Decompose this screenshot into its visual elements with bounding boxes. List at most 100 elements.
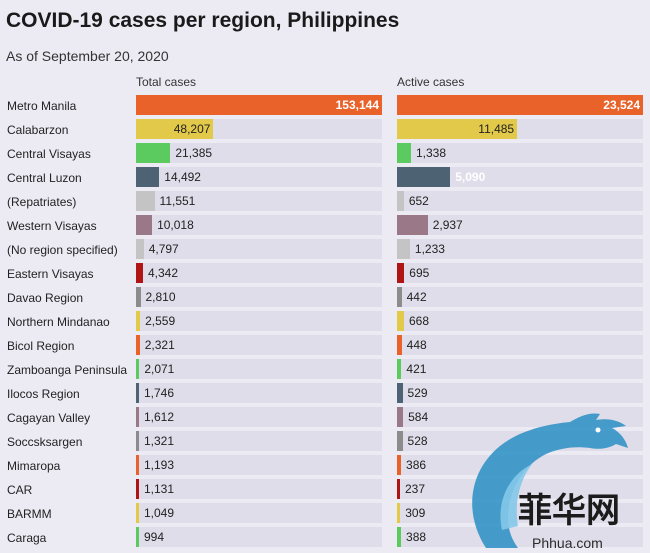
active-cases-value: 1,338 — [415, 146, 447, 160]
total-cases-track: 1,131 — [136, 479, 382, 499]
active-cases-value: 23,524 — [603, 98, 640, 112]
total-cases-value: 1,612 — [144, 410, 175, 424]
active-cases-value: 528 — [407, 434, 428, 448]
active-cases-value: 421 — [406, 362, 427, 376]
total-cases-bar — [136, 287, 141, 307]
table-row: Western Visayas 10,018 2,937 — [0, 215, 650, 239]
active-cases-track: 421 — [397, 359, 643, 379]
region-label-northern-mindanao: Northern Mindanao — [7, 315, 110, 329]
total-cases-bar — [136, 527, 139, 547]
active-cases-track: 1,233 — [397, 239, 643, 259]
total-cases-value: 4,342 — [147, 266, 178, 280]
region-label-mimaropa: Mimaropa — [7, 459, 61, 473]
active-cases-track: 309 — [397, 503, 643, 523]
total-cases-bar — [136, 167, 160, 187]
active-cases-bar — [397, 167, 451, 187]
active-cases-bar — [397, 455, 401, 475]
active-cases-bar — [397, 407, 404, 427]
table-row: BARMM 1,049 309 — [0, 503, 650, 527]
active-cases-track: 652 — [397, 191, 643, 211]
total-cases-value: 2,321 — [144, 338, 175, 352]
region-label-repatriates: (Repatriates) — [7, 195, 77, 209]
region-label-calabarzon: Calabarzon — [7, 123, 69, 137]
table-row: Bicol Region 2,321 448 — [0, 335, 650, 359]
table-row: (No region specified) 4,797 1,233 — [0, 239, 650, 263]
active-cases-value: 442 — [406, 290, 427, 304]
active-cases-bar — [397, 119, 518, 139]
total-cases-bar — [136, 359, 140, 379]
active-cases-value: 2,937 — [432, 218, 463, 232]
active-cases-bar — [397, 95, 643, 115]
table-row: Eastern Visayas 4,342 695 — [0, 263, 650, 287]
total-cases-bar — [136, 263, 143, 283]
region-label-cagayan-valley: Cagayan Valley — [7, 411, 91, 425]
total-cases-track: 1,746 — [136, 383, 382, 403]
total-cases-value: 1,321 — [144, 434, 175, 448]
active-cases-bar — [397, 503, 401, 523]
table-row: Calabarzon 48,207 11,485 — [0, 119, 650, 143]
total-cases-value: 21,385 — [175, 146, 213, 160]
total-cases-track: 48,207 — [136, 119, 382, 139]
total-cases-value: 11,551 — [159, 194, 196, 208]
total-cases-track: 1,612 — [136, 407, 382, 427]
active-cases-bar — [397, 215, 428, 235]
table-row: Northern Mindanao 2,559 668 — [0, 311, 650, 335]
column-header-active-cases: Active cases — [397, 75, 465, 89]
total-cases-track: 153,144 — [136, 95, 382, 115]
total-cases-value: 994 — [144, 530, 165, 544]
total-cases-value: 10,018 — [157, 218, 194, 232]
total-cases-value: 14,492 — [164, 170, 201, 184]
table-row: Zamboanga Peninsula 2,071 421 — [0, 359, 650, 383]
total-cases-value: 1,746 — [144, 386, 175, 400]
total-cases-track: 1,321 — [136, 431, 382, 451]
total-cases-track: 994 — [136, 527, 382, 547]
active-cases-bar — [397, 479, 400, 499]
region-label-central-visayas: Central Visayas — [7, 147, 91, 161]
total-cases-value: 48,207 — [173, 122, 211, 136]
active-cases-track: 529 — [397, 383, 643, 403]
region-label-eastern-visayas: Eastern Visayas — [7, 267, 94, 281]
active-cases-track: 23,524 — [397, 95, 643, 115]
active-cases-value: 11,485 — [478, 122, 515, 136]
total-cases-bar — [136, 215, 153, 235]
total-cases-value: 1,131 — [144, 482, 175, 496]
total-cases-value: 1,049 — [144, 506, 175, 520]
total-cases-track: 4,342 — [136, 263, 382, 283]
active-cases-value: 652 — [408, 194, 429, 208]
total-cases-value: 153,144 — [335, 98, 379, 112]
total-cases-value: 4,797 — [148, 242, 179, 256]
table-row: Caraga 994 388 — [0, 527, 650, 551]
total-cases-value: 2,071 — [144, 362, 175, 376]
table-row: Metro Manila 153,144 23,524 — [0, 95, 650, 119]
table-row: (Repatriates) 11,551 652 — [0, 191, 650, 215]
active-cases-value: 668 — [408, 314, 430, 328]
active-cases-track: 388 — [397, 527, 643, 547]
region-label-ilocos-region: Ilocos Region — [7, 387, 80, 401]
active-cases-value: 584 — [408, 410, 429, 424]
active-cases-track: 5,090 — [397, 167, 643, 187]
total-cases-track: 2,321 — [136, 335, 382, 355]
active-cases-value: 386 — [406, 458, 427, 472]
total-cases-value: 2,559 — [145, 314, 176, 328]
region-label-barmm: BARMM — [7, 507, 52, 521]
total-cases-bar — [136, 311, 141, 331]
total-cases-bar — [136, 407, 139, 427]
active-cases-value: 388 — [406, 530, 427, 544]
region-label-metro-manila: Metro Manila — [7, 99, 77, 113]
active-cases-track: 2,937 — [397, 215, 643, 235]
region-label-zamboanga-peninsula: Zamboanga Peninsula — [7, 363, 128, 377]
total-cases-track: 14,492 — [136, 167, 382, 187]
total-cases-track: 1,049 — [136, 503, 382, 523]
total-cases-value: 2,810 — [145, 290, 176, 304]
total-cases-bar — [136, 191, 155, 211]
total-cases-track: 2,559 — [136, 311, 382, 331]
active-cases-bar — [397, 431, 403, 451]
active-cases-value: 5,090 — [455, 170, 486, 184]
region-label-davao-region: Davao Region — [7, 291, 84, 305]
total-cases-track: 11,551 — [136, 191, 382, 211]
active-cases-bar — [397, 143, 411, 163]
total-cases-track: 4,797 — [136, 239, 382, 259]
table-row: Davao Region 2,810 442 — [0, 287, 650, 311]
total-cases-track: 1,193 — [136, 455, 382, 475]
active-cases-bar — [397, 527, 402, 547]
